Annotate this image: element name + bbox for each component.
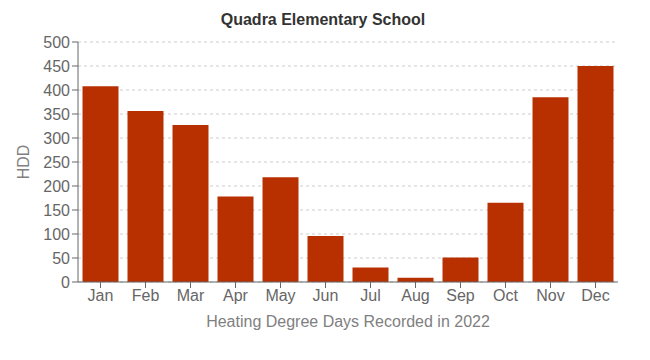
svg-text:Oct: Oct	[493, 287, 518, 304]
svg-text:Mar: Mar	[177, 287, 205, 304]
svg-text:450: 450	[43, 58, 70, 75]
svg-text:Apr: Apr	[223, 287, 249, 304]
svg-text:May: May	[265, 287, 295, 304]
svg-text:Heating Degree Days Recorded i: Heating Degree Days Recorded in 2022	[206, 313, 490, 330]
svg-text:50: 50	[52, 250, 70, 267]
svg-text:Aug: Aug	[401, 287, 429, 304]
svg-text:Jun: Jun	[313, 287, 339, 304]
svg-text:500: 500	[43, 34, 70, 51]
svg-text:100: 100	[43, 226, 70, 243]
html-text:Quadra Elementary School: Quadra Elementary School	[220, 11, 426, 28]
svg-text:Dec: Dec	[581, 287, 609, 304]
svg-text:150: 150	[43, 202, 70, 219]
svg-text:0: 0	[61, 274, 70, 291]
svg-text:Feb: Feb	[132, 287, 160, 304]
svg-text:Jan: Jan	[88, 287, 114, 304]
svg-text:250: 250	[43, 154, 70, 171]
svg-text:350: 350	[43, 106, 70, 123]
svg-text:400: 400	[43, 82, 70, 99]
svg-text:Nov: Nov	[536, 287, 564, 304]
svg-text:HDD: HDD	[15, 145, 32, 180]
svg-text:200: 200	[43, 178, 70, 195]
svg-text:300: 300	[43, 130, 70, 147]
svg-text:Sep: Sep	[446, 287, 475, 304]
svg-text:Jul: Jul	[360, 287, 380, 304]
